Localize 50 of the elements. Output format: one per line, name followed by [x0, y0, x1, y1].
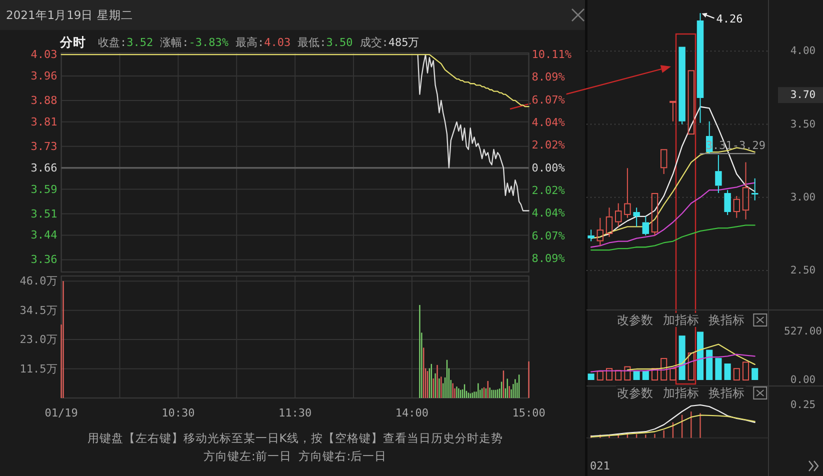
- y-tick-label: 3.44: [30, 228, 58, 242]
- text: 收盘:3.52: [98, 36, 154, 48]
- y-tick-label: 2.50: [790, 264, 816, 277]
- text: 0.25: [790, 398, 816, 411]
- y2-tick-label: 2.02%: [532, 138, 566, 152]
- text: 最低:3.50: [298, 36, 353, 48]
- chart-subtitle: 改参数 加指标 换指标: [617, 386, 745, 400]
- y-tick-label: 46.0万: [20, 274, 58, 288]
- y-tick-label: 3.81: [30, 115, 58, 128]
- y2-tick-label: 6.07%: [532, 229, 566, 242]
- y-tick-label: 3.51: [30, 207, 58, 220]
- y2-tick-label: 6.07%: [532, 93, 566, 106]
- y-tick-label: 3.96: [30, 69, 58, 82]
- chart-title: 2021年1月19日 星期二: [6, 8, 133, 22]
- y-tick-label: 4.00: [790, 45, 816, 58]
- y2-tick-label: 8.09%: [532, 70, 566, 84]
- x-tick-label: 01/19: [44, 406, 78, 420]
- y-tick-label: 34.5万: [20, 304, 58, 317]
- y-tick-label: 3.36: [30, 253, 58, 266]
- y-tick-label: 4.03: [30, 48, 58, 62]
- y-tick-label: 3.73: [30, 140, 58, 153]
- y-tick-label: 0.00: [790, 374, 816, 386]
- y-tick-label: 3.59: [30, 182, 58, 196]
- x-tick-label: 15:00: [512, 406, 546, 420]
- text: 成交:485万: [360, 36, 420, 48]
- y-tick-label: 3.00: [790, 191, 816, 204]
- y2-tick-label: 8.09%: [532, 252, 566, 266]
- x-tick-label: 10:30: [162, 406, 195, 420]
- x-tick-label: 14:00: [395, 406, 428, 420]
- chart-subtitle: 分时: [59, 34, 86, 50]
- y-tick-label: 3.88: [30, 94, 58, 107]
- text: 最高:4.03: [236, 36, 291, 48]
- y-tick-label: 11.5万: [20, 362, 58, 376]
- text: 涨幅:-3.83%: [160, 36, 229, 48]
- y-tick-label: 23.0万: [20, 333, 58, 346]
- y-tick-label: 3.50: [790, 118, 816, 130]
- y2-tick-label: 4.04%: [532, 206, 566, 220]
- annotation: 4.26: [716, 12, 743, 26]
- text: 用键盘【左右键】移动光标至某一日K线，按【空格键】查看当日历史分时走势: [87, 431, 503, 445]
- chart-subtitle: 改参数 加指标 换指标: [617, 313, 745, 327]
- y2-tick-label: 0.00%: [532, 161, 566, 174]
- y2-tick-label: 10.11%: [532, 48, 572, 62]
- y-tick-label: 527.00: [784, 326, 822, 338]
- text: 021: [590, 460, 610, 472]
- y2-tick-label: 4.04%: [532, 116, 566, 130]
- text: 方向键左:前一日 方向键右:后一日: [204, 449, 387, 463]
- y2-tick-label: 2.02%: [532, 184, 566, 198]
- y-tick-label: 3.70: [790, 89, 816, 102]
- x-tick-label: 11:30: [278, 406, 312, 420]
- y-tick-label: 3.66: [30, 161, 58, 174]
